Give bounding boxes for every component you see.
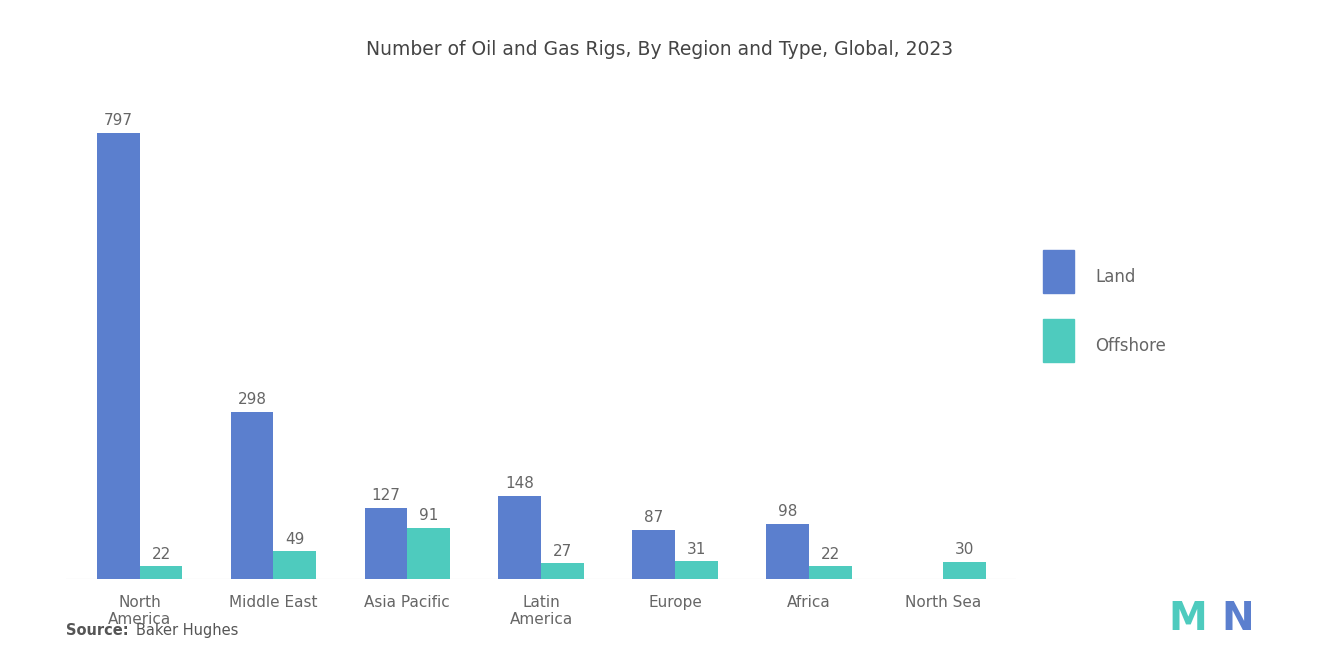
Bar <box>942 562 986 579</box>
Bar <box>96 133 140 579</box>
Bar <box>364 507 408 579</box>
Text: 87: 87 <box>644 511 663 525</box>
FancyBboxPatch shape <box>1043 319 1074 362</box>
Text: M: M <box>1168 600 1206 638</box>
FancyBboxPatch shape <box>1043 249 1074 293</box>
Bar <box>273 551 317 579</box>
Text: 22: 22 <box>821 547 840 562</box>
Text: Land: Land <box>1096 267 1137 286</box>
Text: Source:: Source: <box>66 623 128 638</box>
Text: 91: 91 <box>418 508 438 523</box>
Bar <box>809 567 851 579</box>
Bar <box>541 563 583 579</box>
Text: 127: 127 <box>371 488 400 503</box>
Bar <box>632 530 675 579</box>
Bar <box>499 496 541 579</box>
Bar <box>231 412 273 579</box>
Text: 98: 98 <box>777 504 797 519</box>
Text: 49: 49 <box>285 532 305 547</box>
Bar <box>140 567 182 579</box>
Text: N: N <box>1221 600 1254 638</box>
Text: 30: 30 <box>954 542 974 557</box>
Text: 148: 148 <box>506 476 535 491</box>
Text: 31: 31 <box>686 542 706 557</box>
Text: 27: 27 <box>553 544 573 559</box>
Bar <box>408 527 450 579</box>
Text: 298: 298 <box>238 392 267 408</box>
Text: Number of Oil and Gas Rigs, By Region and Type, Global, 2023: Number of Oil and Gas Rigs, By Region an… <box>367 40 953 59</box>
Text: Baker Hughes: Baker Hughes <box>136 623 239 638</box>
Bar <box>675 561 718 579</box>
Text: 22: 22 <box>152 547 170 562</box>
Text: 797: 797 <box>104 114 133 128</box>
Text: Offshore: Offshore <box>1096 337 1167 356</box>
Bar <box>766 524 809 579</box>
